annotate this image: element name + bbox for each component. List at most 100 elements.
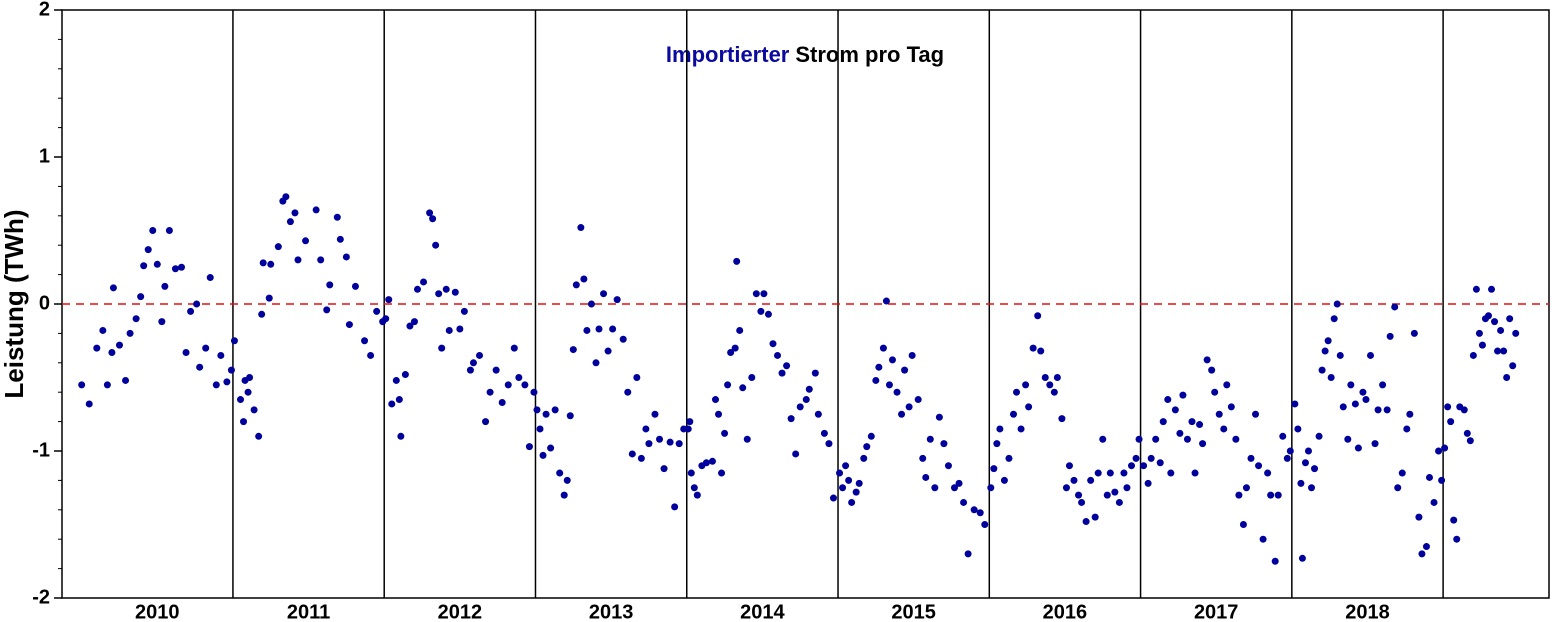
point [563, 476, 571, 484]
point [1294, 425, 1302, 433]
point [466, 366, 474, 374]
point [265, 294, 273, 302]
point [1366, 351, 1374, 359]
point [158, 318, 166, 326]
point [1469, 351, 1477, 359]
point [1191, 469, 1199, 477]
point [1406, 410, 1414, 418]
point [604, 347, 612, 355]
point [122, 376, 130, 384]
point [1362, 396, 1370, 404]
point [836, 469, 844, 477]
point [1103, 491, 1111, 499]
point [872, 376, 880, 384]
point [1347, 381, 1355, 389]
point [521, 381, 529, 389]
point [1311, 465, 1319, 473]
point [805, 385, 813, 393]
point [435, 290, 443, 298]
point [1025, 403, 1033, 411]
point [413, 285, 421, 293]
point [385, 296, 393, 304]
point [577, 224, 585, 232]
point [888, 356, 896, 364]
point [547, 444, 555, 452]
point [1503, 374, 1511, 381]
point [628, 450, 636, 458]
point [212, 381, 220, 389]
point [361, 337, 369, 345]
point [1211, 388, 1219, 396]
point [1235, 491, 1243, 499]
point [171, 265, 179, 273]
point [1327, 374, 1335, 381]
point [1415, 513, 1423, 521]
point [1215, 410, 1223, 418]
point [115, 341, 123, 349]
point [1239, 521, 1247, 528]
point [132, 315, 140, 323]
point [882, 297, 890, 305]
point [569, 346, 577, 354]
point [839, 484, 847, 492]
point [345, 321, 353, 329]
point [492, 366, 500, 374]
point [504, 381, 512, 389]
point [282, 193, 290, 201]
point [757, 307, 765, 315]
point [1330, 315, 1338, 323]
point [1120, 469, 1128, 477]
point [718, 469, 726, 477]
point [1199, 440, 1207, 448]
point [721, 429, 729, 437]
point [919, 454, 927, 462]
point [1127, 462, 1135, 470]
point [1037, 347, 1045, 355]
point [342, 253, 350, 261]
point [469, 359, 477, 367]
point [1075, 491, 1083, 499]
x-tick-label: 2011 [287, 601, 330, 622]
point [1041, 374, 1049, 381]
point [905, 403, 913, 411]
point [388, 400, 396, 408]
point [1315, 432, 1323, 440]
point [397, 432, 405, 440]
point [1247, 454, 1255, 462]
point [1094, 469, 1102, 477]
point [996, 425, 1004, 433]
point [1339, 403, 1347, 411]
point [149, 227, 157, 234]
point [600, 290, 608, 298]
point [108, 349, 116, 357]
point [860, 454, 868, 462]
point [715, 410, 723, 418]
point [1274, 491, 1282, 499]
point [645, 440, 653, 448]
point [901, 366, 909, 374]
point [708, 457, 716, 465]
point [739, 384, 747, 392]
point [451, 288, 459, 296]
point [367, 351, 375, 359]
point [1359, 388, 1367, 396]
point [161, 282, 169, 290]
point [769, 340, 777, 348]
point [1159, 418, 1167, 426]
point [93, 344, 101, 352]
y-tick-label: 2 [39, 0, 50, 20]
point [85, 400, 93, 408]
x-tick-label: 2016 [1043, 601, 1088, 622]
point [1500, 347, 1508, 355]
point [783, 362, 791, 370]
point [609, 325, 617, 333]
point [1009, 410, 1017, 418]
point [796, 403, 804, 411]
point [637, 454, 645, 462]
point [294, 256, 302, 264]
point [981, 521, 989, 528]
point [1279, 432, 1287, 440]
point [401, 371, 409, 379]
point [656, 435, 664, 443]
